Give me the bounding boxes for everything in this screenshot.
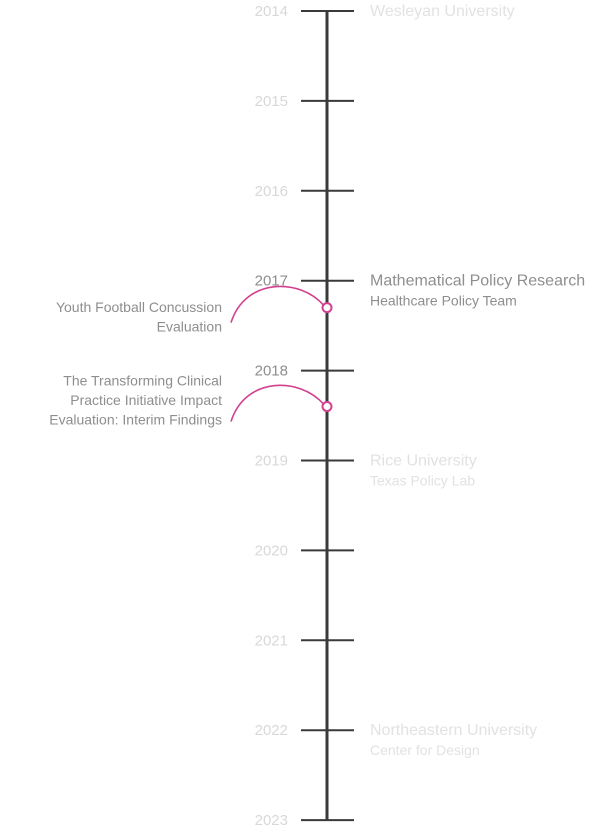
publication-arc xyxy=(230,384,325,422)
year-label: 2023 xyxy=(255,812,288,829)
organization-team: Texas Policy Lab xyxy=(370,473,475,489)
publication-marker[interactable] xyxy=(321,302,333,314)
year-label: 2018 xyxy=(255,363,288,380)
organization-name: Mathematical Policy Research xyxy=(370,273,585,290)
publication-title-line: Evaluation xyxy=(157,318,222,334)
publication-title-line: Youth Football Concussion xyxy=(56,299,222,315)
publication-marker[interactable] xyxy=(321,401,333,413)
year-label: 2021 xyxy=(255,632,288,649)
publications: Youth Football Concussion Evaluation The T… xyxy=(49,285,333,428)
organization-name: Northeastern University xyxy=(370,722,537,739)
year-label: 2016 xyxy=(255,183,288,200)
year-label: 2019 xyxy=(255,453,288,470)
organization-name: Rice University xyxy=(370,453,477,470)
publication-title-line: Practice Initiative Impact xyxy=(70,392,222,408)
year-ticks: 2014 2015 2016 2017 2018 2019 2020 2021 2022 2023 xyxy=(255,3,354,829)
organization-name: Wesleyan University xyxy=(370,3,515,20)
year-label: 2015 xyxy=(255,93,288,110)
publication-arc xyxy=(230,285,325,323)
organization-team: Center for Design xyxy=(370,742,480,758)
year-label: 2020 xyxy=(255,542,288,559)
organization-team: Healthcare Policy Team xyxy=(370,293,517,309)
publication: The Transforming Clinical Practice Initia… xyxy=(49,373,333,428)
year-label: 2017 xyxy=(255,273,288,290)
publication: Youth Football Concussion Evaluation xyxy=(56,285,333,334)
publication-title-line: The Transforming Clinical xyxy=(63,373,222,389)
year-label: 2014 xyxy=(255,3,288,20)
publication-title-line: Evaluation: Interim Findings xyxy=(49,412,222,428)
organizations: Wesleyan University Mathematical Policy R… xyxy=(370,3,585,758)
year-label: 2022 xyxy=(255,722,288,739)
